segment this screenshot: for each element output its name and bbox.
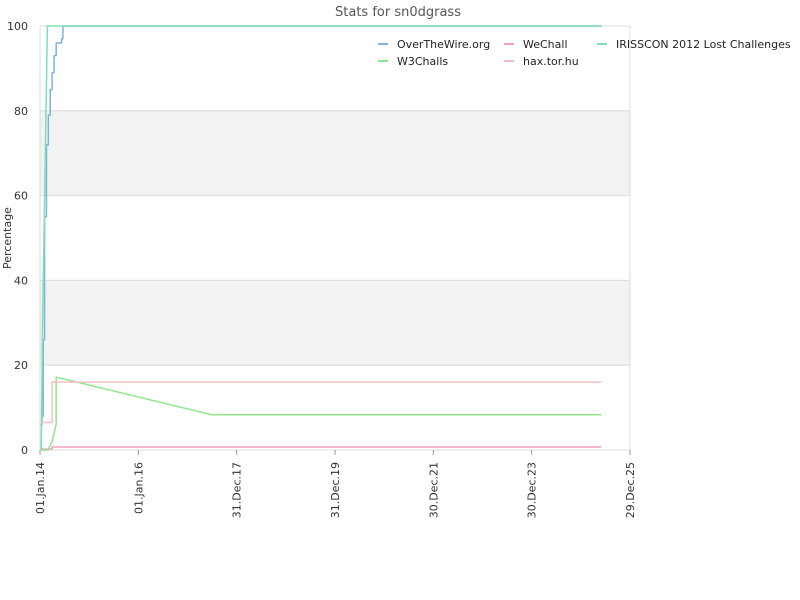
x-tick-label: 01.Jan.16	[132, 462, 145, 514]
y-tick-label: 60	[14, 190, 28, 203]
plot-band	[40, 110, 630, 196]
x-tick-label: 01.Jan.14	[34, 462, 47, 514]
series-line	[40, 376, 602, 451]
x-tick-label: 29.Dec.25	[624, 462, 637, 518]
legend-label: W3Challs	[397, 55, 448, 68]
y-tick-label: 100	[7, 20, 28, 33]
plot-area	[39, 25, 631, 451]
legend: OverTheWire.org WeChall IRISSCON 2012 Lost…	[378, 38, 791, 68]
x-tick-label: 30.Dec.21	[427, 462, 440, 518]
x-tick-label: 31.Dec.19	[329, 462, 342, 518]
y-tick-label: 20	[14, 359, 28, 372]
legend-label: OverTheWire.org	[397, 38, 490, 51]
x-tick-label: 30.Dec.23	[526, 462, 539, 518]
y-tick-label: 40	[14, 274, 28, 287]
x-axis: 01.Jan.14 01.Jan.16 31.Dec.17 31.Dec.19 30.D…	[34, 450, 637, 518]
legend-label: hax.tor.hu	[523, 55, 579, 68]
chart-title: Stats for sn0dgrass	[335, 5, 461, 20]
series-line	[40, 446, 602, 450]
y-tick-label: 0	[21, 444, 28, 457]
legend-label: WeChall	[523, 38, 568, 51]
legend-label: IRISSCON 2012 Lost Challenges	[616, 38, 791, 51]
series-lines	[40, 25, 602, 451]
y-axis-label: Percentage	[1, 207, 14, 269]
series-line	[40, 25, 602, 426]
series-line	[40, 381, 602, 424]
series-line	[40, 25, 602, 451]
x-tick-label: 31.Dec.17	[231, 462, 244, 518]
plot-band	[40, 280, 630, 366]
y-tick-label: 80	[14, 105, 28, 118]
y-axis: 0 20 40 60 80 100	[7, 20, 28, 457]
